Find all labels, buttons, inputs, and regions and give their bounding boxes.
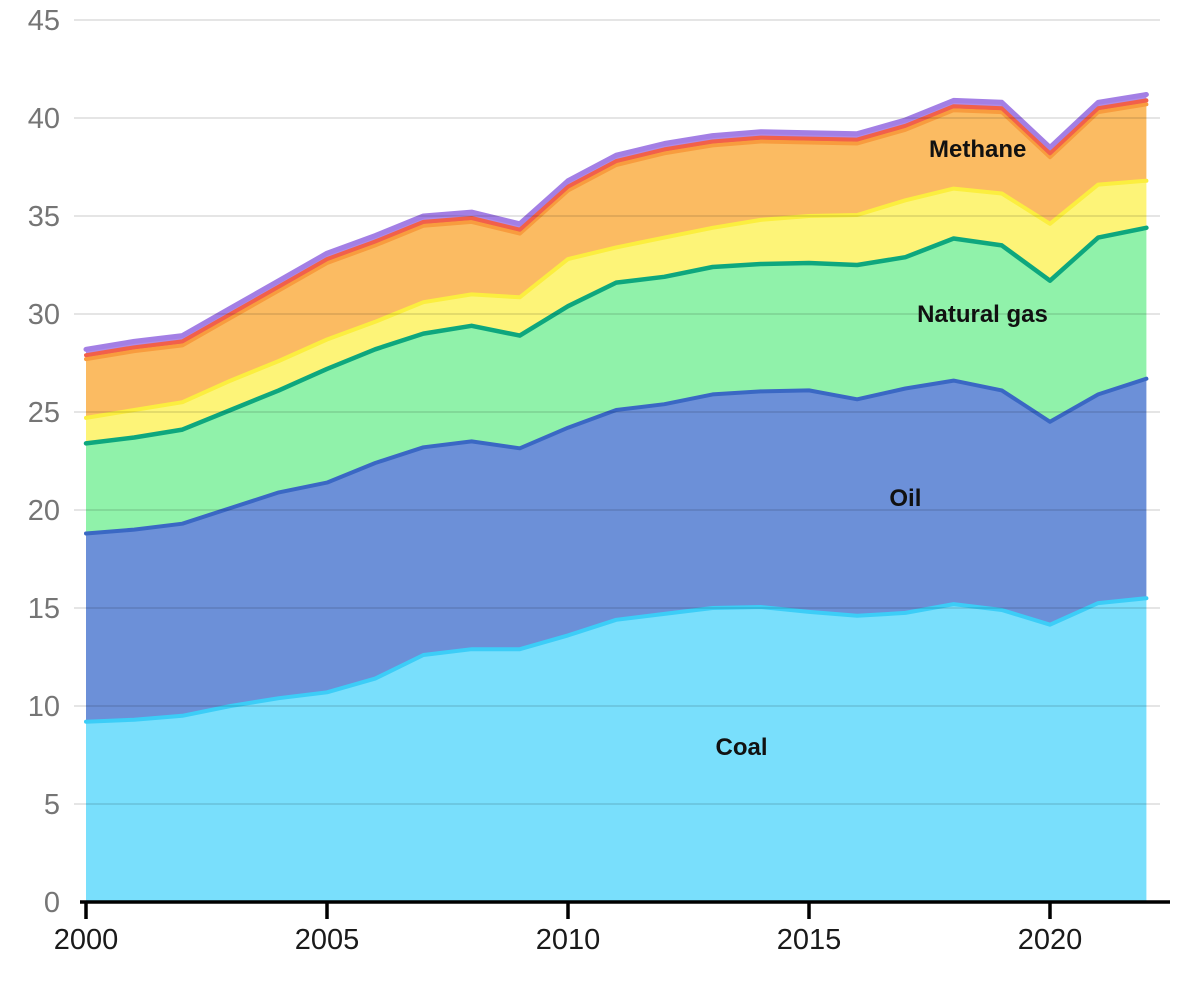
line-oil	[84, 376, 1149, 536]
annotation-methane: Methane	[929, 136, 1026, 163]
x-tick-label-2015: 2015	[777, 924, 842, 956]
area-lines	[83, 92, 1149, 724]
area-oil	[86, 378, 1147, 722]
y-tick-label-40: 40	[28, 103, 60, 135]
area-fills	[86, 94, 1147, 902]
annotation-oil: Oil	[889, 485, 921, 512]
x-tick-label-2020: 2020	[1018, 924, 1083, 956]
y-axis-labels: 0 5 10 15 20 25 30 35 40 45	[28, 5, 60, 919]
area-methane	[86, 104, 1147, 418]
y-tick-label-45: 45	[28, 5, 60, 37]
y-tick-label-30: 30	[28, 299, 60, 331]
line-yellow-band	[84, 178, 1149, 420]
line-coal	[84, 596, 1149, 724]
y-tick-label-0: 0	[44, 887, 60, 919]
x-tick-label-2000: 2000	[54, 924, 119, 956]
x-tick-label-2005: 2005	[295, 924, 360, 956]
annotation-natural-gas: Natural gas	[917, 301, 1048, 328]
area-yellow-band	[86, 180, 1147, 444]
annotation-coal: Coal	[716, 734, 768, 761]
x-axis: 2000 2005 2010 2015 2020	[54, 900, 1170, 956]
line-purple-band	[83, 92, 1149, 352]
gridlines	[74, 19, 1160, 805]
y-tick-label-20: 20	[28, 495, 60, 527]
line-methane	[84, 102, 1149, 362]
x-tick-label-2010: 2010	[536, 924, 601, 956]
area-coal	[86, 598, 1147, 902]
y-tick-label-10: 10	[28, 691, 60, 723]
line-red-band	[84, 98, 1149, 358]
y-tick-label-25: 25	[28, 397, 60, 429]
y-tick-label-15: 15	[28, 593, 60, 625]
y-tick-label-35: 35	[28, 201, 60, 233]
line-natural-gas	[83, 225, 1149, 446]
series-annotations: Methane Natural gas Oil Coal	[716, 136, 1048, 761]
area-natural-gas	[86, 227, 1147, 534]
y-tick-label-5: 5	[44, 789, 60, 821]
